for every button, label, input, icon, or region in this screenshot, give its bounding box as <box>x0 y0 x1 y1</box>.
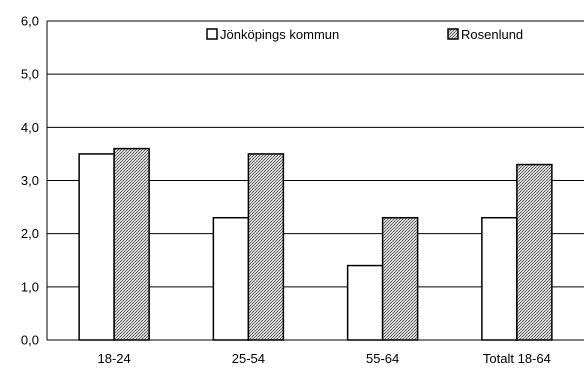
y-tick-label: 6,0 <box>21 14 39 29</box>
bar-rosenlund-0 <box>113 147 150 341</box>
y-tick-label: 1,0 <box>21 279 39 294</box>
y-tick-label: 3,0 <box>21 173 39 188</box>
legend-label-rosenlund: Rosenlund <box>461 27 523 42</box>
y-tick-label: 4,0 <box>21 120 39 135</box>
bar-rosenlund-2 <box>381 216 419 341</box>
x-tick-label: 18-24 <box>98 351 131 366</box>
bar-jonkopings-kommun-0 <box>78 153 115 341</box>
legend-label-jonkopings-kommun: Jönköpings kommun <box>220 27 339 42</box>
x-tick-label: 55-64 <box>366 351 399 366</box>
x-tick-label: Totalt 18-64 <box>483 351 551 366</box>
legend: Jönköpings kommun Rosenlund <box>206 27 523 42</box>
bar-jonkopings-kommun-1 <box>212 216 250 341</box>
y-tick-labels: 0,0 1,0 2,0 3,0 4,0 5,0 6,0 <box>21 14 39 348</box>
bars <box>78 147 553 341</box>
bar-jonkopings-kommun-2 <box>346 264 384 341</box>
y-tick-label: 2,0 <box>21 226 39 241</box>
y-tick-label: 5,0 <box>21 67 39 82</box>
x-tick-label: 25-54 <box>232 351 265 366</box>
bar-rosenlund-3 <box>516 163 553 341</box>
x-tick-labels: 18-24 25-54 55-64 Totalt 18-64 <box>98 351 551 366</box>
legend-swatch-rosenlund <box>447 28 459 40</box>
bar-rosenlund-1 <box>247 153 285 341</box>
legend-swatch-jonkopings-kommun <box>206 28 218 40</box>
bar-jonkopings-kommun-3 <box>481 216 518 341</box>
y-tick-label: 0,0 <box>21 333 39 348</box>
